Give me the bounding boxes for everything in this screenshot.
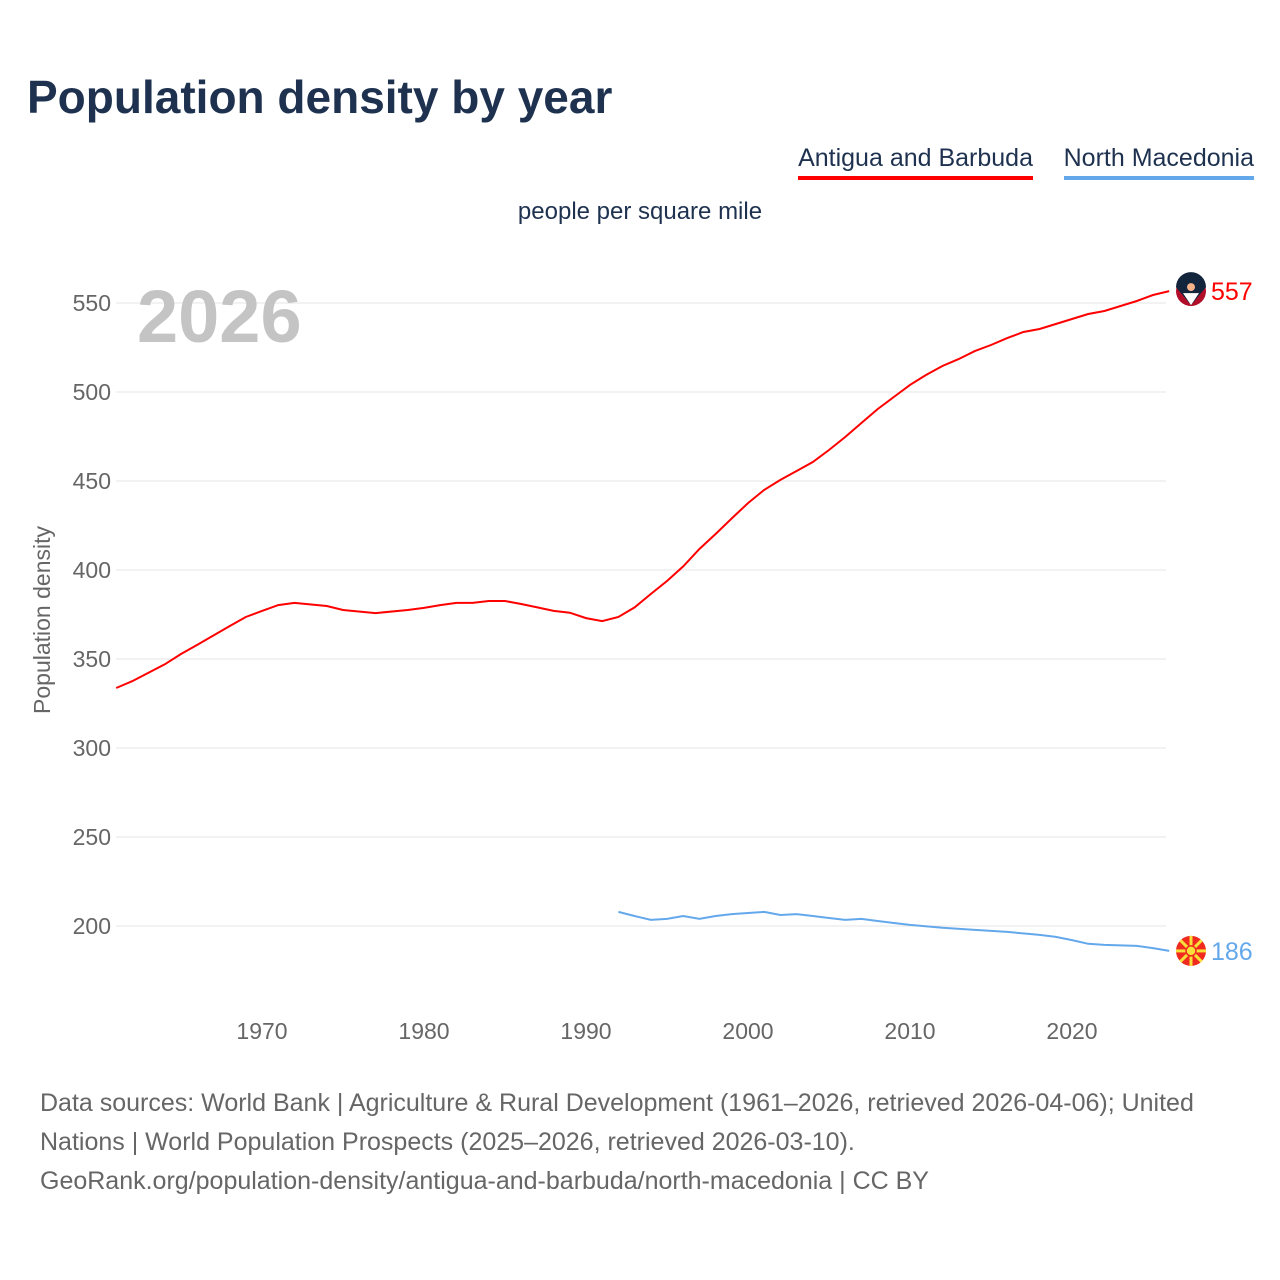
y-tick-label: 200	[73, 913, 111, 939]
legend-item-north-macedonia[interactable]: North Macedonia	[1063, 144, 1254, 180]
legend-item-antigua-and-barbuda[interactable]: Antigua and Barbuda	[798, 144, 1033, 180]
end-value-label: 557	[1211, 278, 1253, 306]
y-tick-label: 350	[73, 646, 111, 672]
y-tick-label: 450	[73, 468, 111, 494]
series-line-north-macedonia[interactable]	[618, 910, 1170, 952]
y-axis-label: Population density	[29, 526, 55, 714]
data-sources: Data sources: World Bank | Agriculture &…	[40, 1089, 1194, 1156]
x-tick-label: 2000	[722, 1018, 773, 1044]
y-tick-label: 300	[73, 735, 111, 761]
y-tick-label: 250	[73, 824, 111, 850]
line-chart: 200 250 300 350 400 450 500 550 1970 1980 1990 2000…	[29, 272, 1253, 1044]
chart-title: Population density by year	[27, 71, 613, 123]
antigua-flag-icon	[1176, 272, 1206, 307]
x-tick-label: 1970	[236, 1018, 287, 1044]
y-tick-label: 400	[73, 557, 111, 583]
x-tick-label: 2020	[1046, 1018, 1097, 1044]
end-value-label: 186	[1211, 938, 1253, 966]
x-tick-label: 1980	[398, 1018, 449, 1044]
x-tick-label: 1990	[560, 1018, 611, 1044]
series-line-antigua-and-barbuda[interactable]	[115, 290, 1170, 689]
source-link[interactable]: GeoRank.org/population-density/antigua-a…	[40, 1167, 929, 1195]
x-tick-label: 2010	[884, 1018, 935, 1044]
y-tick-label: 500	[73, 379, 111, 405]
year-watermark: 2026	[137, 275, 302, 358]
chart-subtitle: people per square mile	[517, 198, 763, 225]
footer: Data sources: World Bank | Agriculture &…	[40, 1084, 1250, 1201]
y-tick-label: 550	[73, 290, 111, 316]
north-macedonia-flag-icon	[1176, 935, 1206, 966]
